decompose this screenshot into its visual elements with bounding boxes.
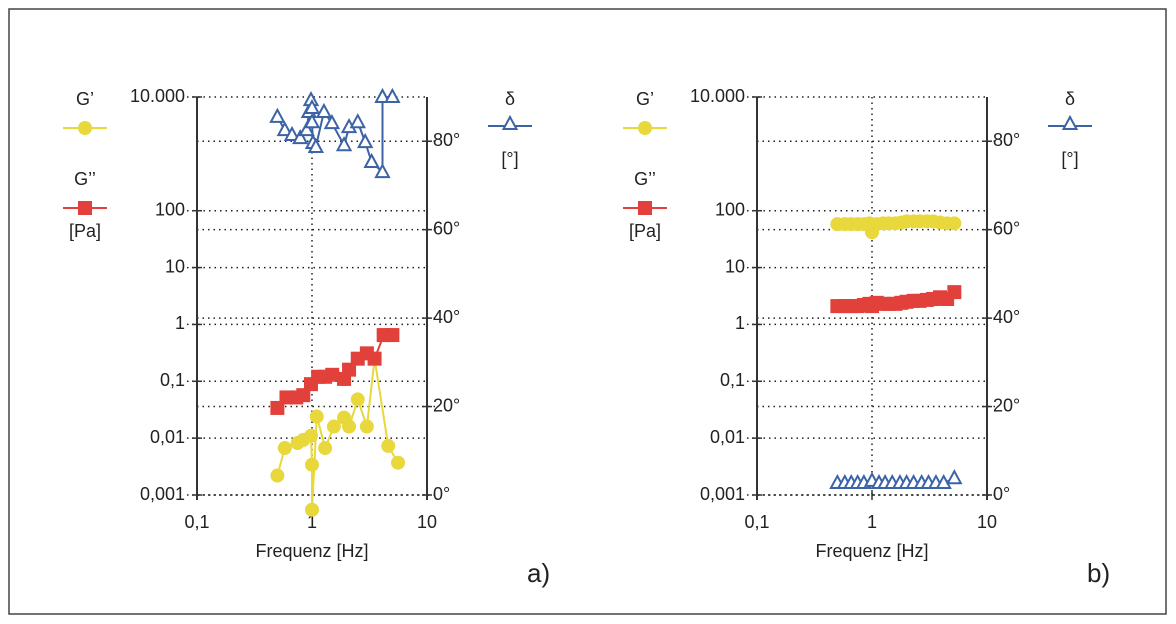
y-axis-label: [Pa] xyxy=(629,221,661,241)
legend-label: δ xyxy=(505,89,515,109)
marker xyxy=(323,113,341,130)
marker xyxy=(318,441,333,456)
x-tick-label: 1 xyxy=(867,512,877,532)
marker xyxy=(381,438,396,453)
legend-marker xyxy=(638,121,652,135)
x-tick-label: 10 xyxy=(417,512,437,532)
marker xyxy=(315,102,333,119)
marker xyxy=(363,152,380,169)
frame xyxy=(8,8,1167,615)
legend-label: G’’ xyxy=(74,169,96,189)
x-tick-label: 10 xyxy=(977,512,997,532)
y2-tick-label: 20° xyxy=(433,395,460,415)
marker xyxy=(335,136,353,152)
x-tick-label: 1 xyxy=(307,512,317,532)
marker xyxy=(947,285,962,300)
marker xyxy=(292,129,309,145)
y-tick-label: 0,01 xyxy=(710,427,745,447)
y2-tick-label: 80° xyxy=(993,130,1020,150)
marker xyxy=(307,137,325,153)
y2-tick-label: 0° xyxy=(433,484,450,504)
y2-tick-label: 60° xyxy=(993,218,1020,238)
legend-marker xyxy=(78,121,92,135)
marker xyxy=(276,121,293,137)
y2-axis-label: [°] xyxy=(501,149,518,169)
marker xyxy=(305,457,319,472)
y-tick-label: 1 xyxy=(735,313,745,333)
marker xyxy=(305,502,319,517)
marker xyxy=(384,87,401,103)
marker xyxy=(325,367,340,382)
y-tick-label: 0,1 xyxy=(720,370,745,390)
marker xyxy=(296,388,311,403)
marker xyxy=(303,98,321,115)
marker xyxy=(359,419,374,434)
y-axis-label: [Pa] xyxy=(69,221,101,241)
panel-label: a) xyxy=(527,558,550,588)
legend-marker xyxy=(78,201,92,215)
y-tick-label: 0,01 xyxy=(150,427,185,447)
legend-marker xyxy=(638,201,652,215)
marker xyxy=(303,428,318,443)
y-tick-label: 10.000 xyxy=(130,86,185,106)
y2-tick-label: 40° xyxy=(993,307,1020,327)
marker xyxy=(356,133,374,149)
marker xyxy=(947,216,962,231)
marker xyxy=(391,455,406,470)
y-tick-label: 100 xyxy=(155,199,185,219)
y-tick-label: 0,1 xyxy=(160,370,185,390)
marker xyxy=(349,113,366,129)
x-tick-label: 0,1 xyxy=(184,512,209,532)
marker xyxy=(946,469,963,485)
y-tick-label: 10 xyxy=(165,256,185,276)
marker xyxy=(350,392,365,407)
marker xyxy=(342,362,357,377)
marker xyxy=(367,351,382,366)
marker xyxy=(326,419,341,434)
y-tick-label: 100 xyxy=(715,199,745,219)
marker xyxy=(342,419,357,434)
marker xyxy=(269,107,286,123)
marker xyxy=(385,328,400,343)
marker xyxy=(283,125,301,142)
marker xyxy=(270,468,285,483)
legend-marker xyxy=(1061,114,1079,130)
legend-label: δ xyxy=(1065,89,1075,109)
y2-tick-label: 20° xyxy=(993,395,1020,415)
y2-tick-label: 40° xyxy=(433,307,460,327)
legend-label: G’’ xyxy=(634,169,656,189)
marker xyxy=(374,87,391,103)
x-axis-label: Frequenz [Hz] xyxy=(255,541,368,561)
y2-axis-label: [°] xyxy=(1061,149,1078,169)
y2-tick-label: 80° xyxy=(433,130,460,150)
marker xyxy=(303,113,321,129)
marker xyxy=(277,441,292,456)
legend-marker xyxy=(501,114,519,130)
y-tick-label: 0,001 xyxy=(700,484,745,504)
y2-tick-label: 0° xyxy=(993,484,1010,504)
legend-label: G’ xyxy=(636,89,654,109)
x-tick-label: 0,1 xyxy=(744,512,769,532)
marker xyxy=(374,163,391,179)
y-tick-label: 10 xyxy=(725,256,745,276)
y2-tick-label: 60° xyxy=(433,218,460,238)
x-axis-label: Frequenz [Hz] xyxy=(815,541,928,561)
legend-label: G’ xyxy=(76,89,94,109)
y-tick-label: 10.000 xyxy=(690,86,745,106)
panel-label: b) xyxy=(1087,558,1110,588)
y-tick-label: 0,001 xyxy=(140,484,185,504)
y-tick-label: 1 xyxy=(175,313,185,333)
marker xyxy=(935,473,952,490)
marker xyxy=(298,121,315,137)
marker xyxy=(309,409,324,424)
